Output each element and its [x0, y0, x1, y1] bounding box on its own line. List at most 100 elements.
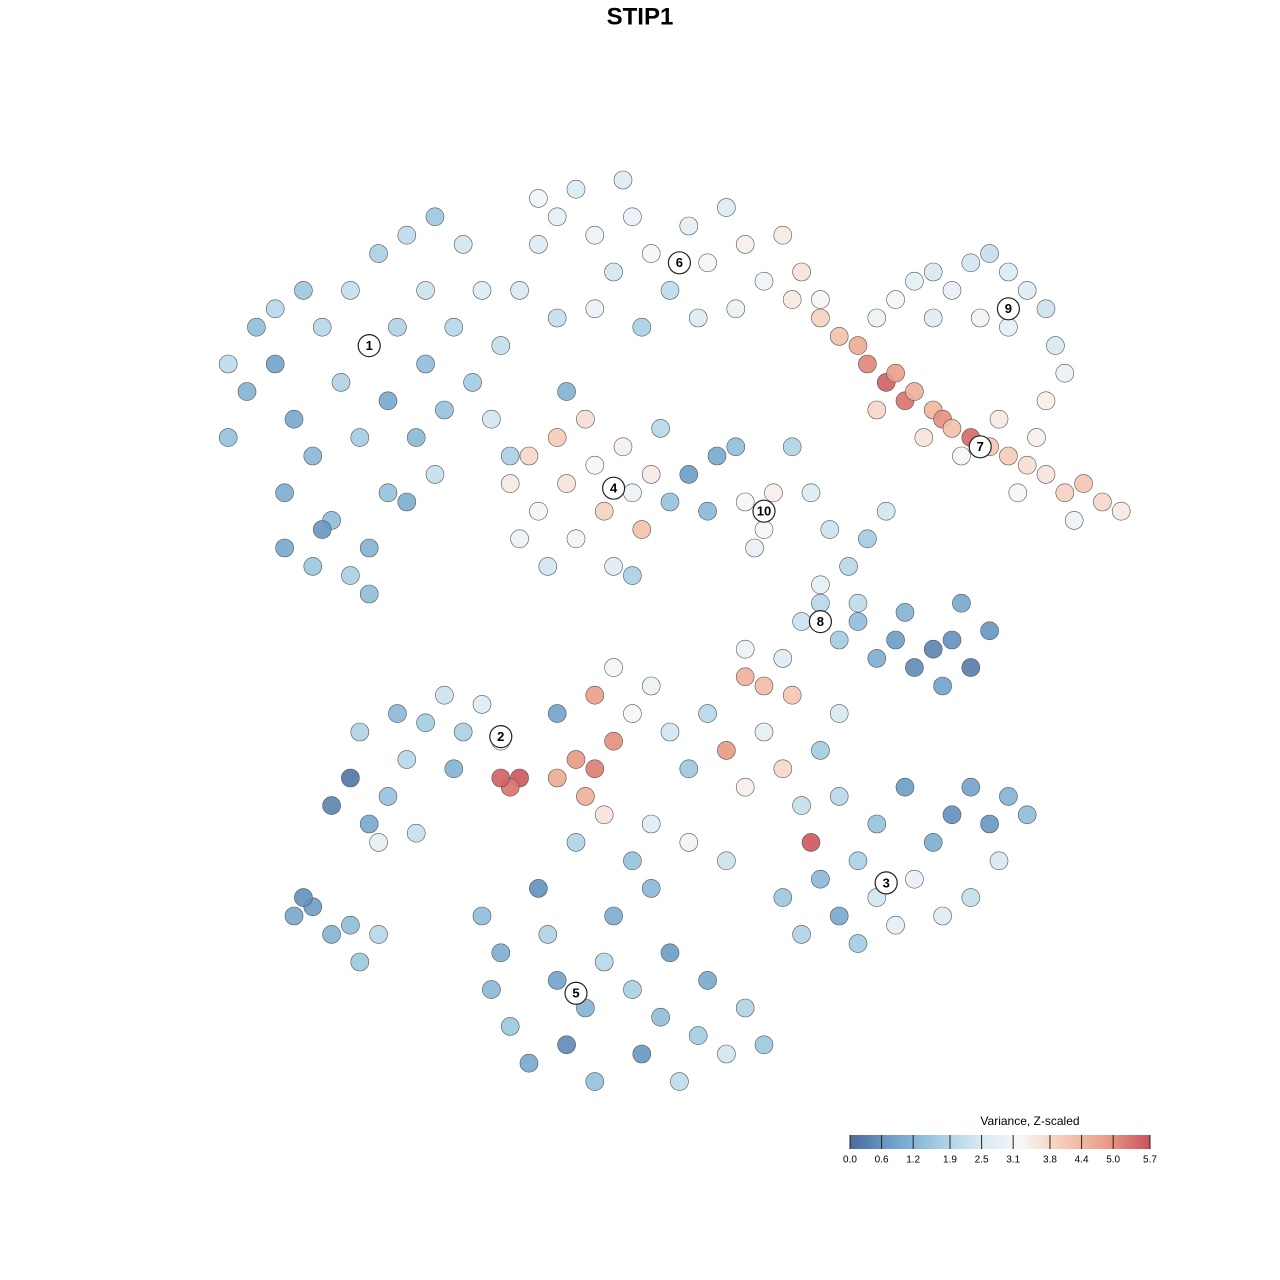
- point: [735, 777, 755, 797]
- point: [594, 501, 614, 521]
- cluster-label: 8: [808, 609, 833, 634]
- colorbar: [850, 1135, 1150, 1149]
- point: [566, 529, 586, 549]
- point: [895, 777, 915, 797]
- cluster-label-text: 8: [817, 614, 824, 629]
- point: [848, 851, 868, 871]
- point: [792, 612, 811, 631]
- point: [322, 925, 341, 944]
- point: [717, 741, 736, 760]
- point: [613, 437, 633, 457]
- point: [1055, 363, 1075, 383]
- cluster-label: 3: [874, 871, 898, 895]
- cluster-label-text: 6: [676, 255, 683, 270]
- point: [585, 225, 605, 245]
- point: [472, 695, 492, 714]
- point: [435, 400, 454, 420]
- point: [679, 833, 699, 852]
- point: [905, 658, 924, 677]
- point: [566, 750, 586, 769]
- point: [801, 833, 821, 852]
- point: [547, 768, 567, 788]
- point: [341, 915, 360, 935]
- point: [829, 906, 849, 926]
- cluster-label-text: 4: [610, 481, 618, 496]
- cluster-label-bg: [601, 476, 626, 500]
- cluster-label-bg: [489, 724, 513, 749]
- point: [886, 915, 905, 935]
- point: [867, 649, 887, 668]
- point: [848, 934, 868, 953]
- point: [265, 299, 285, 319]
- point: [905, 271, 924, 291]
- point: [350, 952, 370, 972]
- point: [886, 290, 905, 309]
- point: [529, 189, 548, 208]
- point: [923, 639, 943, 659]
- point: [735, 639, 755, 659]
- point: [829, 630, 849, 650]
- point: [679, 759, 699, 779]
- point: [218, 354, 238, 374]
- point: [303, 557, 323, 576]
- point: [801, 483, 821, 503]
- point: [538, 925, 558, 944]
- point: [632, 1044, 652, 1064]
- colorbar-tick-label: 5.7: [1143, 1155, 1157, 1166]
- point: [359, 584, 379, 604]
- point: [1111, 501, 1131, 521]
- point: [726, 437, 746, 457]
- point: [782, 685, 802, 705]
- point: [594, 952, 614, 972]
- cluster-label-text: 10: [757, 504, 771, 519]
- point: [585, 1072, 605, 1091]
- point: [444, 759, 464, 779]
- cluster-label-bg: [357, 334, 381, 358]
- cluster-label: 2: [489, 724, 513, 749]
- point: [651, 419, 670, 438]
- point: [491, 768, 511, 788]
- point: [369, 925, 388, 944]
- point: [773, 649, 793, 668]
- point: [388, 704, 407, 723]
- point: [566, 833, 586, 852]
- colorbar-tick-label: 2.5: [975, 1155, 989, 1166]
- cluster-label: 7: [968, 435, 992, 459]
- cluster-label: 4: [601, 476, 626, 500]
- point: [397, 492, 417, 512]
- point: [623, 980, 642, 999]
- point: [848, 593, 868, 613]
- point: [576, 787, 595, 806]
- point: [754, 676, 774, 696]
- point: [359, 814, 379, 834]
- point: [698, 971, 717, 990]
- cluster-label-text: 7: [977, 439, 984, 454]
- point: [453, 235, 473, 254]
- point: [811, 290, 830, 309]
- point: [698, 501, 717, 521]
- point: [510, 529, 529, 549]
- point: [359, 538, 379, 558]
- point: [961, 253, 981, 273]
- point: [773, 225, 793, 245]
- point: [999, 317, 1018, 337]
- colorbar-tick-label: 5.0: [1106, 1155, 1120, 1166]
- point: [557, 382, 576, 401]
- cluster-label-text: 3: [883, 875, 890, 890]
- point: [369, 244, 388, 263]
- point: [585, 299, 605, 319]
- point: [265, 354, 285, 374]
- point: [660, 943, 680, 963]
- point: [444, 317, 464, 337]
- cluster-label-bg: [996, 297, 1021, 321]
- point: [867, 400, 887, 420]
- point: [331, 373, 351, 392]
- point: [707, 446, 727, 466]
- cluster-label-bg: [874, 871, 898, 895]
- point: [275, 483, 294, 503]
- point: [623, 566, 642, 585]
- point: [1027, 428, 1046, 447]
- point: [961, 777, 981, 797]
- point: [341, 768, 360, 788]
- point: [1008, 483, 1028, 503]
